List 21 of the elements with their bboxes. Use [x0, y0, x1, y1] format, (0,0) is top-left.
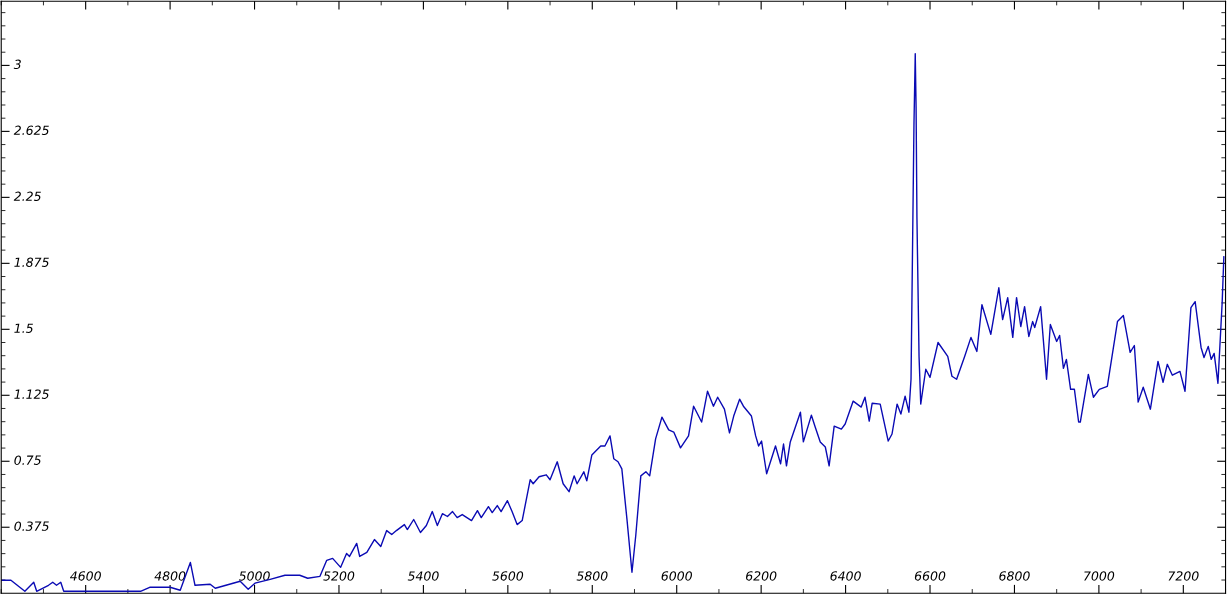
x-tick-label: 7000 [1084, 571, 1115, 581]
x-tick-label: 5600 [492, 571, 524, 581]
x-tick-label: 5000 [238, 571, 270, 581]
x-tick-label: 4600 [69, 571, 101, 581]
y-tick-label: 2.25 [13, 191, 41, 201]
x-tick-label: 6800 [999, 571, 1030, 581]
x-tick-label: 6600 [914, 571, 946, 581]
x-tick-label: 6000 [661, 571, 692, 581]
y-tick-label: 2.625 [13, 125, 49, 136]
y-tick-label: 1.5 [14, 323, 33, 333]
y-tick-label: 0.375 [14, 521, 49, 531]
x-tick-label: 7200 [1168, 571, 1199, 581]
x-tick-label: 5400 [407, 571, 439, 581]
x-tick-label: 6400 [830, 571, 861, 581]
y-tick-label: 0.75 [14, 455, 41, 465]
y-tick-label: 3 [13, 59, 21, 70]
x-tick-label: 5200 [323, 571, 355, 581]
y-tick-label: 1.125 [14, 389, 49, 399]
x-tick-label: 5800 [576, 571, 608, 581]
x-tick-label: 6200 [746, 571, 777, 581]
y-tick-label: 1.875 [14, 257, 49, 267]
